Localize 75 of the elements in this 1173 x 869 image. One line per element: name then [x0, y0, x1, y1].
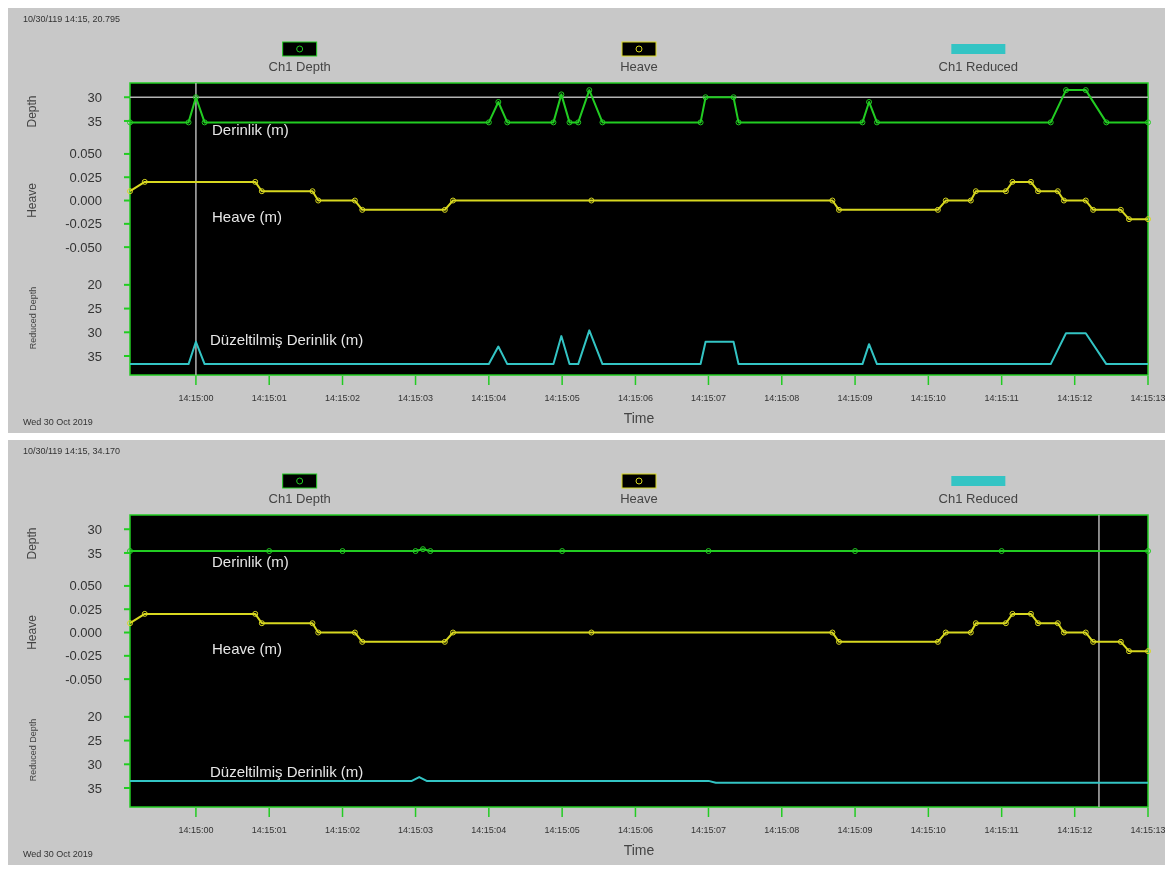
y-axis-title: Depth — [25, 95, 39, 128]
text: 10/30/119 14:15, 20.795 — [23, 14, 120, 24]
x-tick-label: 14:15:06 — [617, 393, 653, 403]
x-tick-label: 14:15:09 — [837, 825, 873, 835]
y-axis-title: Reduced Depth — [28, 718, 38, 782]
x-tick-label: 14:15:12 — [1057, 825, 1093, 835]
text: 10/30/119 14:15, 34.170 — [23, 446, 120, 456]
y-tick-label: 30 — [87, 89, 102, 105]
annotation: Düzeltilmiş Derinlik (m) — [210, 331, 364, 348]
y-tick-label: 35 — [87, 113, 102, 129]
x-tick-label: 14:15:02 — [324, 825, 361, 835]
y-tick-label: 25 — [87, 733, 102, 749]
y-tick-label: 25 — [87, 301, 102, 317]
y-axis-title: Heave — [25, 182, 39, 218]
x-axis-title: Time — [623, 842, 655, 858]
x-tick-label: 14:15:09 — [837, 393, 873, 403]
x-tick-label: 14:15:03 — [398, 393, 434, 403]
legend-label: Ch1 Reduced — [938, 491, 1019, 506]
line-series — [129, 329, 1149, 366]
x-tick-label: 14:15:13 — [1130, 393, 1166, 403]
y-tick-label: 20 — [87, 709, 102, 725]
x-tick-label: 14:15:05 — [544, 393, 580, 403]
x-tick-label: 14:15:06 — [617, 825, 653, 835]
annotation: Derinlik (m) — [212, 120, 289, 138]
x-tick-label: 14:15:10 — [910, 393, 946, 403]
x-tick-label: 14:15:08 — [764, 393, 800, 403]
y-tick-label: 35 — [87, 545, 102, 561]
x-tick-label: 14:15:04 — [471, 825, 507, 835]
y-tick-label: 30 — [87, 756, 102, 772]
y-tick-label: 30 — [87, 324, 102, 340]
y-axis-title: Heave — [25, 614, 39, 650]
y-tick-label: 0.025 — [69, 601, 102, 617]
x-tick-label: 14:15:05 — [544, 825, 580, 835]
x-tick-label: 14:15:12 — [1057, 393, 1093, 403]
y-tick-label: 0.050 — [69, 146, 102, 162]
y-tick-label: 0.025 — [69, 169, 102, 185]
y-tick-label: 30 — [87, 521, 102, 537]
annotation: Derinlik (m) — [212, 552, 289, 570]
y-tick-label: -0.025 — [65, 216, 102, 232]
x-tick-label: 14:15:01 — [251, 825, 287, 835]
x-axis-title: Time — [623, 410, 655, 426]
x-tick-label: 14:15:07 — [690, 825, 726, 835]
text: Wed 30 Oct 2019 — [23, 849, 93, 859]
x-tick-label: 14:15:07 — [690, 393, 726, 403]
legend-label: Ch1 Depth — [268, 491, 331, 506]
annotation: Düzeltilmiş Derinlik (m) — [210, 763, 364, 780]
x-tick-label: 14:15:00 — [178, 393, 214, 403]
y-tick-label: -0.050 — [65, 671, 102, 687]
y-tick-label: 0.000 — [69, 193, 102, 209]
y-tick-label: 35 — [87, 780, 102, 796]
legend-label: Ch1 Depth — [268, 59, 331, 74]
y-tick-label: -0.025 — [65, 648, 102, 664]
x-tick-label: 14:15:01 — [251, 393, 287, 403]
y-axis-title: Reduced Depth — [28, 286, 38, 350]
legend-label: Ch1 Reduced — [938, 59, 1019, 74]
x-tick-label: 14:15:13 — [1130, 825, 1166, 835]
x-tick-label: 14:15:03 — [398, 825, 434, 835]
x-tick-label: 14:15:04 — [471, 393, 507, 403]
x-tick-label: 14:15:02 — [324, 393, 361, 403]
x-tick-label: 14:15:10 — [910, 825, 946, 835]
legend-label: Heave — [620, 491, 658, 506]
x-tick-label: 14:15:00 — [178, 825, 214, 835]
y-axis-title: Depth — [25, 527, 39, 560]
y-tick-label: 35 — [87, 348, 102, 364]
annotation: Heave (m) — [212, 639, 283, 657]
x-tick-label: 14:15:11 — [984, 825, 1019, 835]
x-tick-label: 14:15:08 — [764, 825, 800, 835]
annotation: Heave (m) — [212, 207, 283, 225]
y-tick-label: 20 — [87, 277, 102, 293]
y-tick-label: 0.050 — [69, 578, 102, 594]
legend-label: Heave — [620, 59, 658, 74]
y-tick-label: 0.000 — [69, 625, 102, 641]
y-tick-label: -0.050 — [65, 239, 102, 255]
x-tick-label: 14:15:11 — [984, 393, 1019, 403]
text: Wed 30 Oct 2019 — [23, 417, 93, 427]
